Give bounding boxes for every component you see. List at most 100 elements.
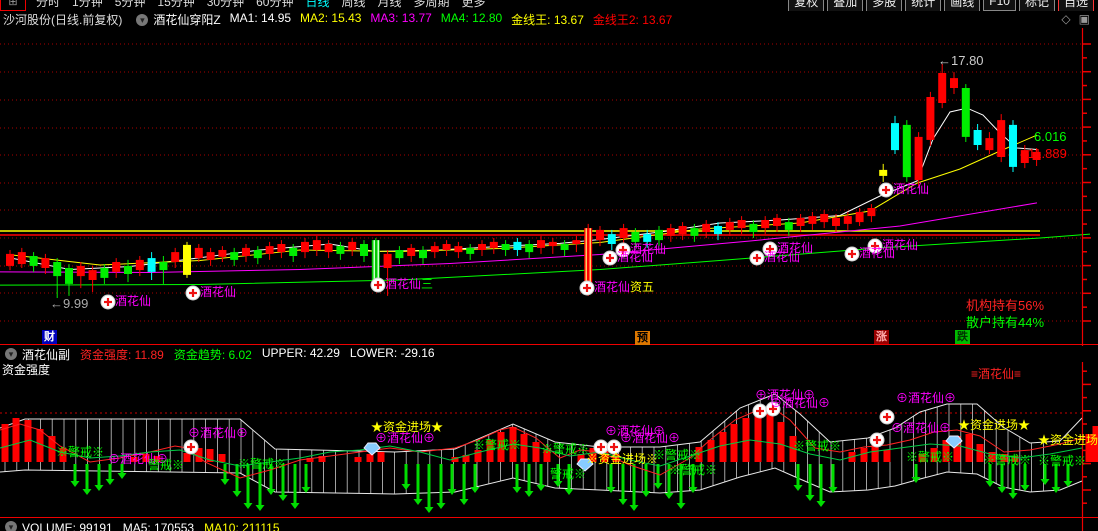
- app-grid-icon[interactable]: ⊞: [0, 0, 26, 11]
- candle-body: [135, 259, 144, 271]
- down-arrow-head: [447, 489, 457, 495]
- sub-bar: [366, 454, 374, 462]
- down-arrow-head: [553, 481, 563, 487]
- sub-indicator-value: 资金趋势: 6.02: [173, 347, 252, 362]
- menu-item-日线[interactable]: 日线: [305, 0, 330, 9]
- candle-body: [395, 250, 404, 259]
- ma-line-MA4: [0, 233, 1091, 286]
- candle-body: [348, 241, 357, 250]
- sub-bar: [532, 442, 540, 462]
- indicator-value: MA1: 14.95: [229, 11, 292, 25]
- sub-bar: [766, 408, 774, 462]
- candle-body: [914, 136, 923, 181]
- stock-title: 沙河股份(日线.前复权): [3, 13, 123, 27]
- candle-body: [537, 240, 545, 248]
- candle-body: [53, 262, 62, 277]
- down-arrow-head: [664, 493, 674, 499]
- candle-body: [478, 244, 486, 250]
- down-arrow-head: [117, 473, 127, 479]
- indicator-value: MA3: 13.77: [370, 11, 432, 25]
- candle-body: [76, 265, 85, 277]
- candle-body: [985, 138, 994, 151]
- tool-button-统计[interactable]: 统计: [905, 0, 942, 11]
- candle-body: [1009, 124, 1017, 167]
- indicator-value: 金线王: 13.67: [511, 13, 584, 27]
- down-arrow-head: [220, 479, 230, 485]
- period-menu: 分时 1分钟 5分钟 15分钟 30分钟 60分钟 日线 周线 月线 多周期 更多: [30, 0, 785, 10]
- down-arrow-head: [1063, 481, 1073, 487]
- corner-icon[interactable]: ▣: [1078, 12, 1090, 26]
- tool-button-自选[interactable]: 自选: [1057, 0, 1094, 11]
- candle-body: [879, 169, 888, 176]
- sub-bar: [206, 449, 214, 462]
- menu-item-30分钟[interactable]: 30分钟: [206, 0, 245, 9]
- menu-item-更多[interactable]: 更多: [461, 0, 486, 9]
- candle-body: [737, 220, 746, 229]
- candle-body: [206, 252, 215, 260]
- candle-body: [430, 246, 439, 253]
- down-arrow-head: [459, 499, 469, 505]
- down-arrow-head: [512, 487, 522, 493]
- menu-item-分时[interactable]: 分时: [36, 0, 61, 9]
- sub-bar: [930, 448, 938, 462]
- candle-body: [926, 97, 935, 140]
- sub-bar: [153, 456, 161, 462]
- candle-body: [855, 211, 864, 223]
- candle-body: [501, 244, 510, 250]
- menu-item-1分钟[interactable]: 1分钟: [72, 0, 103, 9]
- candle-body: [690, 228, 699, 236]
- indicator-value: MA4: 12.80: [440, 11, 503, 25]
- tool-button-叠加[interactable]: 叠加: [827, 0, 864, 11]
- candle-body: [171, 252, 180, 262]
- volume-value: VOLUME: 99191: [22, 521, 113, 531]
- down-arrow-head: [105, 479, 115, 485]
- candle-body: [253, 250, 262, 259]
- candle-body: [619, 228, 628, 238]
- candle-body: [230, 252, 239, 260]
- tool-button-画线[interactable]: 画线: [944, 0, 981, 11]
- chevron-down-icon[interactable]: ▾: [5, 521, 17, 531]
- candle-body: [891, 123, 899, 151]
- sub-bar: [12, 418, 20, 462]
- corner-icon[interactable]: ◇: [1061, 12, 1071, 26]
- chevron-down-icon[interactable]: ▾: [136, 13, 149, 26]
- candle-body: [631, 232, 640, 242]
- tool-button-多股[interactable]: 多股: [866, 0, 903, 11]
- sub-bar: [871, 445, 879, 462]
- indicator-value: 金线王2: 13.67: [592, 13, 673, 27]
- candle-body: [312, 240, 321, 250]
- tool-button-复权[interactable]: 复权: [788, 0, 825, 11]
- candle-body: [572, 240, 581, 244]
- sub-envelope-upper: [0, 393, 1083, 453]
- tool-button-F10[interactable]: F10: [983, 0, 1016, 11]
- candle-body: [324, 244, 333, 253]
- sub-bar: [777, 422, 785, 462]
- menu-item-月线[interactable]: 月线: [377, 0, 402, 9]
- down-arrow-head: [82, 489, 92, 495]
- candle-body: [289, 247, 298, 256]
- menu-item-多周期[interactable]: 多周期: [413, 0, 450, 9]
- menu-bar: ⊞ 分时 1分钟 5分钟 15分钟 30分钟 60分钟 日线 周线 月线 多周期 更多 复权 叠加 多股…: [0, 0, 1098, 12]
- down-arrow-head: [1051, 487, 1061, 493]
- tool-button-标记[interactable]: 标记: [1018, 0, 1055, 11]
- sub-bar: [789, 436, 797, 462]
- candle-body: [100, 268, 109, 278]
- title-corner-icons[interactable]: ◇ ▣: [1061, 12, 1090, 26]
- diamond-gem-icon: [945, 435, 963, 449]
- down-arrow-head: [536, 485, 546, 491]
- candle-body: [17, 252, 26, 265]
- down-arrow-head: [641, 491, 651, 497]
- candle-body: [383, 253, 392, 268]
- menu-item-60分钟[interactable]: 60分钟: [256, 0, 294, 9]
- indicator-name[interactable]: 酒花仙穿阳Z: [153, 13, 221, 27]
- menu-item-周线[interactable]: 周线: [341, 0, 366, 9]
- diamond-gem-icon: [576, 458, 594, 472]
- sub-indicator-name[interactable]: 酒花仙副: [22, 347, 71, 362]
- candle-body: [454, 246, 463, 253]
- candle-body: [902, 124, 911, 178]
- menu-item-5分钟[interactable]: 5分钟: [114, 0, 146, 9]
- menu-item-15分钟[interactable]: 15分钟: [157, 0, 195, 9]
- candle-body: [513, 241, 522, 250]
- chevron-down-icon[interactable]: ▾: [5, 348, 17, 360]
